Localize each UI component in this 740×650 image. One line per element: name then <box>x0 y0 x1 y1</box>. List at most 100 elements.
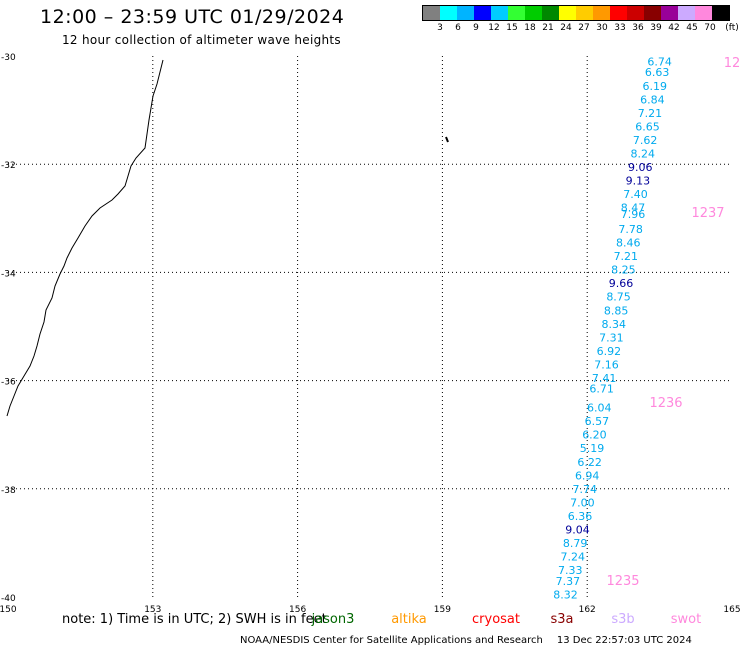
wave-height-label: 8.85 <box>604 304 629 317</box>
wave-height-label: 6.36 <box>568 510 593 523</box>
wave-height-label: 7.37 <box>556 575 581 588</box>
wave-height-label: 7.31 <box>599 331 624 344</box>
legend-swatch <box>457 6 474 20</box>
pass-number-label: 1235 <box>606 574 639 589</box>
wave-height-label: 6.63 <box>645 66 670 79</box>
legend-swatches <box>422 5 730 21</box>
legend-swatch <box>661 6 678 20</box>
wave-height-label: 7.40 <box>623 188 648 201</box>
legend-swatch <box>525 6 542 20</box>
wave-height-label: 9.66 <box>609 277 634 290</box>
wave-height-label: 7.78 <box>618 223 643 236</box>
legend-labels: 3 6 9 12 15 18 21 24 27 30 33 36 39 42 45 70 (ft) <box>422 21 739 33</box>
graticule: 150 153 156 159 162 165 -30 -32 -34 -36 -38 -40 <box>0 53 740 615</box>
wave-height-label: 8.75 <box>606 291 631 304</box>
legend-swatch <box>695 6 712 20</box>
legend-swatch <box>593 6 610 20</box>
mission-swot: swot <box>670 612 702 627</box>
pass-labels: 1235 1236 1237 12 <box>606 56 740 589</box>
legend-tick-label: 24 <box>560 23 572 33</box>
wave-height-label: 5.19 <box>580 442 605 455</box>
legend-swatch <box>644 6 661 20</box>
legend-unit-label: (ft) <box>725 23 739 33</box>
legend-swatch <box>610 6 627 20</box>
footer: NOAA/NESDIS Center for Satellite Applica… <box>240 635 692 646</box>
legend-tick-label: 3 <box>437 23 443 33</box>
wave-height-label: 7.41 <box>592 372 617 385</box>
island-marker <box>445 136 449 143</box>
legend-swatch <box>491 6 508 20</box>
legend-tick-label: 42 <box>668 23 680 33</box>
wave-height-label: 7.62 <box>633 134 658 147</box>
legend-tick-label: 12 <box>488 23 500 33</box>
wave-height-label: 8.25 <box>611 264 636 277</box>
legend-tick-label: 36 <box>632 23 644 33</box>
wave-height-label: 6.74 <box>647 55 672 68</box>
lon-tick-label: 150 <box>0 605 17 615</box>
legend-swatch <box>423 6 440 20</box>
wave-height-label: 7.33 <box>558 564 583 577</box>
wave-height-label: 6.65 <box>635 120 660 133</box>
wave-height-label: 7.00 <box>570 496 595 509</box>
legend-swatch <box>678 6 695 20</box>
page-subtitle: 12 hour collection of altimeter wave hei… <box>62 33 341 47</box>
legend-tick-label: 15 <box>506 23 518 33</box>
lat-tick-label: -30 <box>1 53 16 63</box>
wave-height-label: 9.04 <box>565 523 590 536</box>
legend-swatch <box>440 6 457 20</box>
legend-tick-label: 45 <box>686 23 698 33</box>
legend-swatch <box>508 6 525 20</box>
wave-height-label: 9.13 <box>626 174 651 187</box>
footer-credit: NOAA/NESDIS Center for Satellite Applica… <box>240 635 543 646</box>
mission-jason3: jason3 <box>311 612 355 627</box>
wave-height-label: 6.19 <box>643 80 668 93</box>
lon-tick-label: 165 <box>723 605 740 615</box>
legend-tick-label: 33 <box>614 23 626 33</box>
pass-number-label: 1236 <box>649 396 682 411</box>
wave-height-label: 6.71 <box>589 383 614 396</box>
lon-tick-label: 159 <box>434 605 451 615</box>
legend-tick-label: 39 <box>650 23 662 33</box>
mission-s3b: s3b <box>611 612 635 627</box>
lat-tick-label: -36 <box>1 378 16 388</box>
pass-number-label: 1237 <box>691 206 724 221</box>
legend-swatch <box>712 6 729 20</box>
mission-altika: altika <box>391 612 427 627</box>
wave-height-label: 6.84 <box>640 93 665 106</box>
page-title: 12:00 – 23:59 UTC 01/29/2024 <box>40 6 345 28</box>
legend-swatch <box>542 6 559 20</box>
wave-height-label: 7.16 <box>594 358 619 371</box>
lon-tick-label: 153 <box>144 605 161 615</box>
lon-tick-label: 156 <box>289 605 306 615</box>
wave-height-label: 7.24 <box>560 550 585 563</box>
mission-legend: jason3 altika cryosat s3a s3b swot <box>0 612 740 630</box>
wave-height-label: 7.96 <box>621 208 646 221</box>
legend-tick-label: 18 <box>524 23 536 33</box>
wave-height-label: 6.22 <box>577 456 602 469</box>
lon-tick-label: 162 <box>579 605 596 615</box>
wave-height-label: 7.21 <box>614 250 639 263</box>
lat-tick-label: -38 <box>1 486 16 496</box>
wave-height-label: 8.79 <box>563 537 588 550</box>
wave-height-label: 8.34 <box>601 318 626 331</box>
mission-s3a: s3a <box>550 612 574 627</box>
legend-tick-label: 21 <box>542 23 554 33</box>
legend-swatch <box>576 6 593 20</box>
wave-height-label: 8.47 <box>621 201 646 214</box>
wave-height-label: 6.57 <box>585 415 610 428</box>
wave-height-label: 8.24 <box>630 147 655 160</box>
wave-height-label: 7.21 <box>638 107 663 120</box>
wave-height-label: 6.94 <box>575 469 600 482</box>
coastline <box>6 59 164 417</box>
note-text: note: 1) Time is in UTC; 2) SWH is in fe… <box>62 612 327 627</box>
legend-tick-label: 27 <box>578 23 590 33</box>
legend-tick-label: 9 <box>473 23 479 33</box>
mission-cryosat: cryosat <box>472 612 520 627</box>
legend-tick-label: 30 <box>596 23 608 33</box>
wave-height-label: 6.92 <box>597 345 622 358</box>
wave-height-label: 6.04 <box>587 402 612 415</box>
wave-height-label: 8.32 <box>553 588 578 601</box>
legend-swatch <box>627 6 644 20</box>
color-legend: 3 6 9 12 15 18 21 24 27 30 33 36 39 42 45 70 (ft) <box>422 5 739 33</box>
